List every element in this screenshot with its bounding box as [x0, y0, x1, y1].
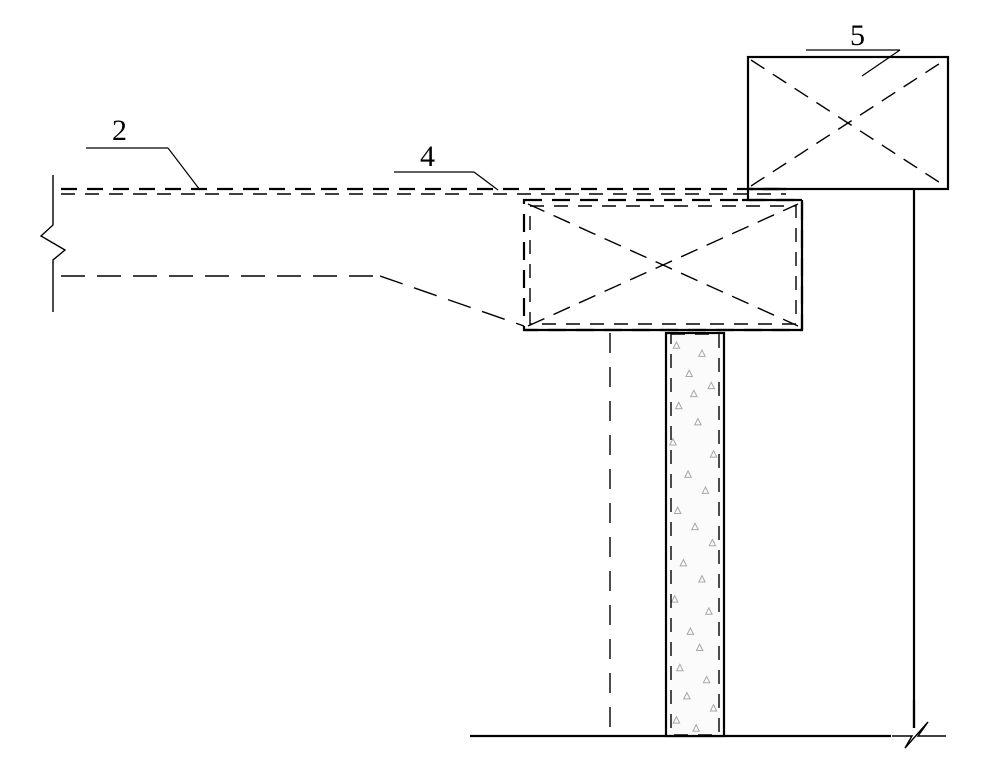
label-text-5: 5	[850, 19, 865, 52]
canvas-bg	[0, 0, 1000, 765]
label-text-2: 2	[112, 114, 127, 147]
label-text-4: 4	[420, 140, 435, 173]
